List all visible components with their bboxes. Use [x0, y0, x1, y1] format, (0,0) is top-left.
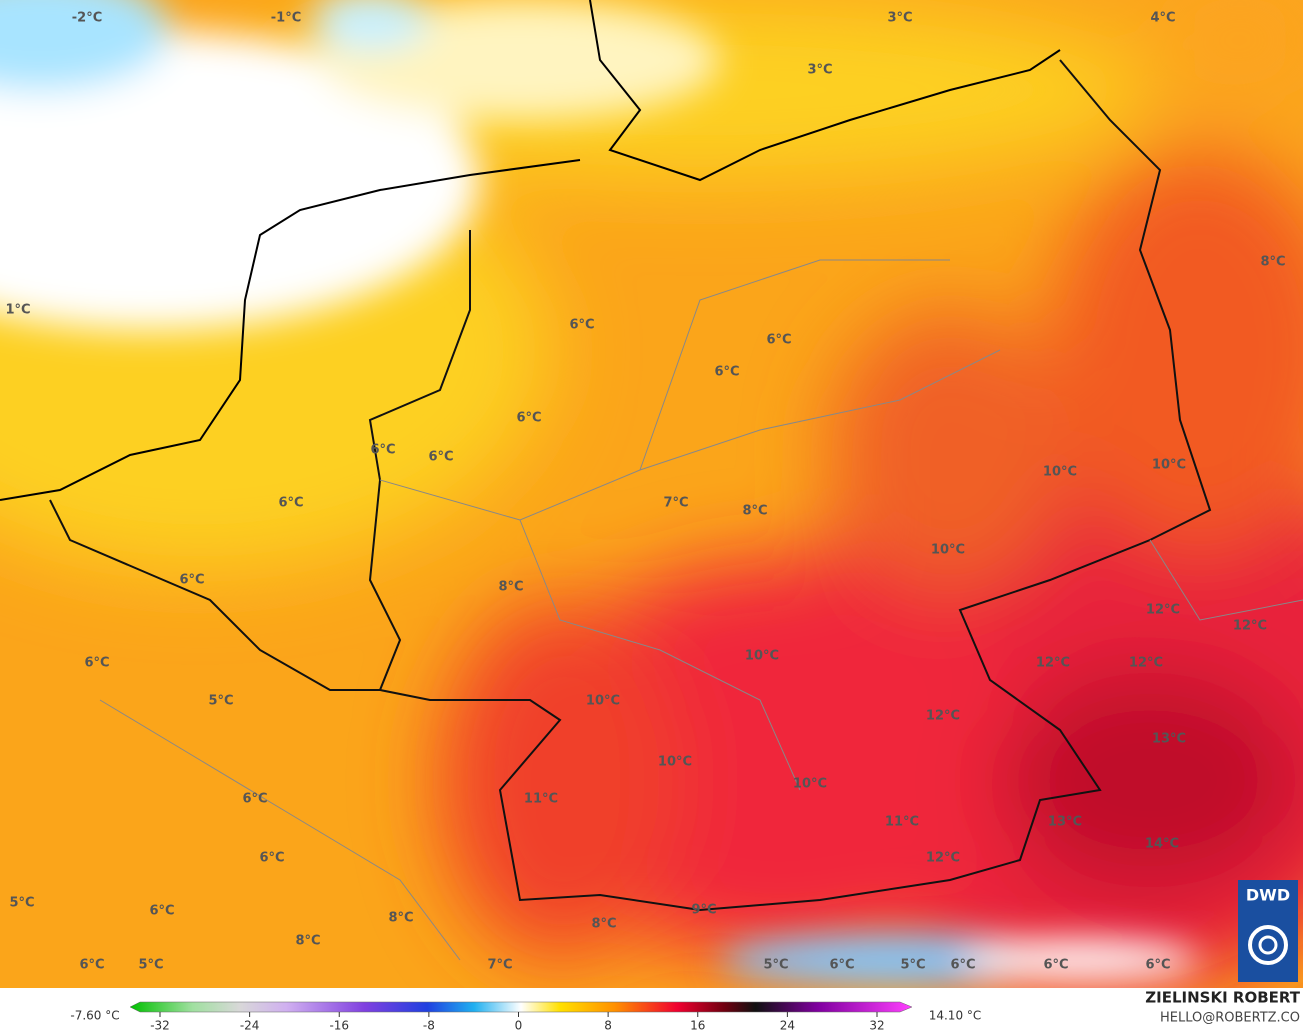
colorbar-tick-label: 8 — [604, 1019, 612, 1033]
temperature-label: 7°C — [487, 958, 512, 973]
temperature-label: 5°C — [900, 958, 925, 973]
min-label: -7.60 °C — [70, 1009, 119, 1023]
temperature-label: 10°C — [658, 755, 692, 770]
temperature-label: 7°C — [663, 496, 688, 511]
temperature-label: 14°C — [1145, 837, 1179, 852]
colorbar-tick-label: -8 — [423, 1019, 435, 1033]
temperature-label: 6°C — [766, 333, 791, 348]
temperature-label: 12°C — [1233, 619, 1267, 634]
temperature-label: 6°C — [259, 851, 284, 866]
temperature-label: 8°C — [591, 917, 616, 932]
colorbar-ramp — [129, 1001, 913, 1013]
temperature-label: 6°C — [84, 656, 109, 671]
temperature-label: 6°C — [1043, 958, 1068, 973]
temperature-label: 5°C — [138, 958, 163, 973]
temperature-label: -1°C — [271, 11, 301, 26]
temperature-label: 10°C — [793, 777, 827, 792]
temperature-label: 3°C — [887, 11, 912, 26]
temperature-label: 10°C — [586, 694, 620, 709]
temperature-label: 6°C — [1145, 958, 1170, 973]
temperature-label: 8°C — [1260, 255, 1285, 270]
coastline — [0, 159, 581, 501]
admin-borders — [99, 259, 1303, 961]
temperature-label: 10°C — [1043, 465, 1077, 480]
temperature-label: 8°C — [295, 934, 320, 949]
temperature-label: 6°C — [370, 443, 395, 458]
temperature-label: 8°C — [742, 504, 767, 519]
colorbar-tick-label: -24 — [240, 1019, 260, 1033]
temperature-label: 12°C — [1129, 656, 1163, 671]
temperature-label: 8°C — [498, 580, 523, 595]
temperature-label: 9°C — [691, 903, 716, 918]
temperature-label: 5°C — [763, 958, 788, 973]
credit-contact: HELLO@ROBERTZ.CO — [1160, 1011, 1300, 1026]
temperature-label: 6°C — [149, 904, 174, 919]
temperature-label: 4°C — [1150, 11, 1175, 26]
temperature-label: 6°C — [242, 792, 267, 807]
temperature-label: 3°C — [807, 63, 832, 78]
colorbar: -7.60 °C 14.10 °C -32 -24 -16 -8 0 8 16 24 32 — [70, 1001, 982, 1033]
temperature-label: 5°C — [208, 694, 233, 709]
temperature-labels: -2°C -1°C 3°C 4°C 3°C 1°C 8°C 6°C 6°C 6°C 6°C 6°C 6°… — [5, 11, 1285, 973]
temperature-label: 13°C — [1152, 732, 1186, 747]
temperature-label: 6°C — [950, 958, 975, 973]
colorbar-tick-label: 24 — [780, 1019, 795, 1033]
temperature-label: 6°C — [714, 365, 739, 380]
temperature-label: 10°C — [1152, 458, 1186, 473]
temperature-label: 11°C — [524, 792, 558, 807]
temperature-label: 6°C — [516, 411, 541, 426]
temperature-label: 6°C — [829, 958, 854, 973]
temperature-label: 6°C — [569, 318, 594, 333]
coastline — [589, 0, 1061, 182]
temperature-label: 12°C — [1146, 603, 1180, 618]
border — [368, 59, 1212, 912]
temperature-label: 10°C — [745, 649, 779, 664]
temperature-label: 12°C — [1036, 656, 1070, 671]
temperature-label: 1°C — [5, 303, 30, 318]
colorbar-tick-label: 0 — [515, 1019, 523, 1033]
temperature-label: 8°C — [388, 911, 413, 926]
temperature-label: 12°C — [926, 709, 960, 724]
temperature-label: 5°C — [9, 896, 34, 911]
colorbar-tick-label: -16 — [329, 1019, 349, 1033]
dwd-logo: DWD — [1238, 880, 1298, 982]
logo-text: DWD — [1246, 886, 1290, 905]
max-label: 14.10 °C — [929, 1009, 982, 1023]
temperature-label: 6°C — [79, 958, 104, 973]
temperature-label: -2°C — [72, 11, 102, 26]
map: -2°C -1°C 3°C 4°C 3°C 1°C 8°C 6°C 6°C 6°C 6°C 6°C 6°… — [0, 0, 1303, 988]
colorbar-tick-label: 32 — [869, 1019, 884, 1033]
temperature-label: 6°C — [179, 573, 204, 588]
temperature-label: 11°C — [885, 815, 919, 830]
temperature-label: 6°C — [428, 450, 453, 465]
temperature-label: 13°C — [1048, 815, 1082, 830]
colorbar-tick-label: 16 — [690, 1019, 705, 1033]
border — [49, 499, 380, 691]
temperature-label: 12°C — [926, 851, 960, 866]
credit-name: ZIELINSKI ROBERT — [1145, 989, 1300, 1007]
temperature-label: 10°C — [931, 543, 965, 558]
colorbar-tick-label: -32 — [150, 1019, 170, 1033]
temperature-label: 6°C — [278, 496, 303, 511]
